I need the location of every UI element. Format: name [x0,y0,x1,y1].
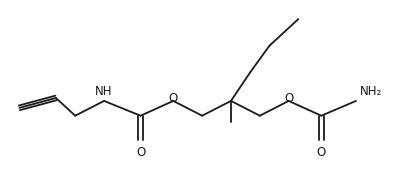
Text: O: O [168,93,178,105]
Text: NH₂: NH₂ [359,85,381,98]
Text: O: O [136,146,145,159]
Text: NH: NH [95,85,112,98]
Text: O: O [283,93,292,105]
Text: O: O [316,146,325,159]
